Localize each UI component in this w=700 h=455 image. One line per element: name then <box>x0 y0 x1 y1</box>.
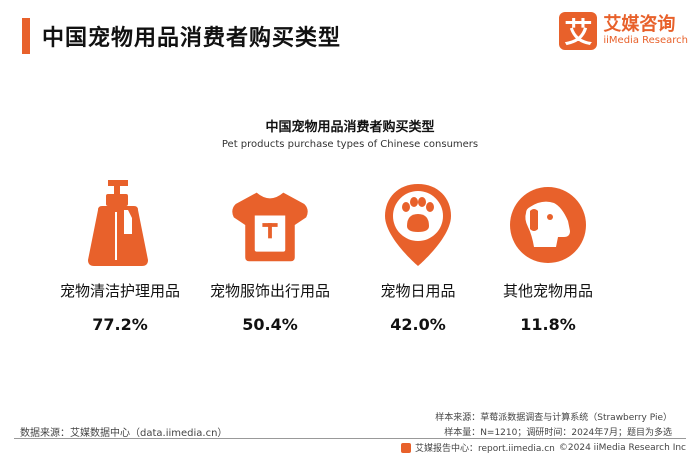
paw-pin-icon <box>378 180 458 270</box>
logo-chinese-text: 艾媒咨询 <box>603 14 676 35</box>
category-item: 其他宠物用品 11.8% <box>463 180 633 334</box>
logo-english-text: iiMedia Research <box>603 35 688 46</box>
dog-head-icon <box>508 180 588 270</box>
footer-note: 艾媒报告中心：report.iimedia.cn ©2024 iiMedia R… <box>400 441 686 454</box>
report-logo-icon <box>400 442 411 453</box>
iimedia-logo: 艾 艾媒咨询 iiMedia Research <box>559 12 688 50</box>
chart-subtitle: Pet products purchase types of Chinese c… <box>221 139 479 150</box>
category-item: 宠物清洁护理用品 77.2% <box>35 180 205 334</box>
report-center-link[interactable]: 艾媒报告中心：report.iimedia.cn <box>414 444 555 454</box>
page-title: 中国宠物用品消费者购买类型 <box>42 26 342 51</box>
item-value: 50.4% <box>242 315 298 334</box>
item-label: 其他宠物用品 <box>502 282 593 300</box>
item-label: 宠物服饰出行用品 <box>209 282 330 300</box>
item-label: 宠物清洁护理用品 <box>59 282 180 300</box>
copyright-text: ©2024 iiMedia Research Inc <box>558 442 686 453</box>
header-accent-bar <box>22 18 30 54</box>
item-value: 42.0% <box>390 315 446 334</box>
item-value: 11.8% <box>520 315 576 334</box>
item-label: 宠物日用品 <box>380 282 456 300</box>
pet-shirt-icon <box>230 180 310 270</box>
sample-source: 样本来源：草莓派数据调查与计算系统（Strawberry Pie） <box>435 413 672 423</box>
category-item: 宠物服饰出行用品 50.4% <box>185 180 355 334</box>
data-source: 数据来源：艾媒数据中心（data.iimedia.cn） <box>20 428 228 439</box>
logo-mark: 艾 <box>559 12 598 50</box>
footer-divider <box>14 438 686 439</box>
category-item: 宠物日用品 42.0% <box>333 180 503 334</box>
sample-size: 样本量：N=1210；调研时间：2024年7月；题目为多选 <box>444 428 672 438</box>
chart-title: 中国宠物用品消费者购买类型 <box>265 120 435 135</box>
shampoo-bottle-icon <box>80 180 160 270</box>
item-value: 77.2% <box>92 315 148 334</box>
